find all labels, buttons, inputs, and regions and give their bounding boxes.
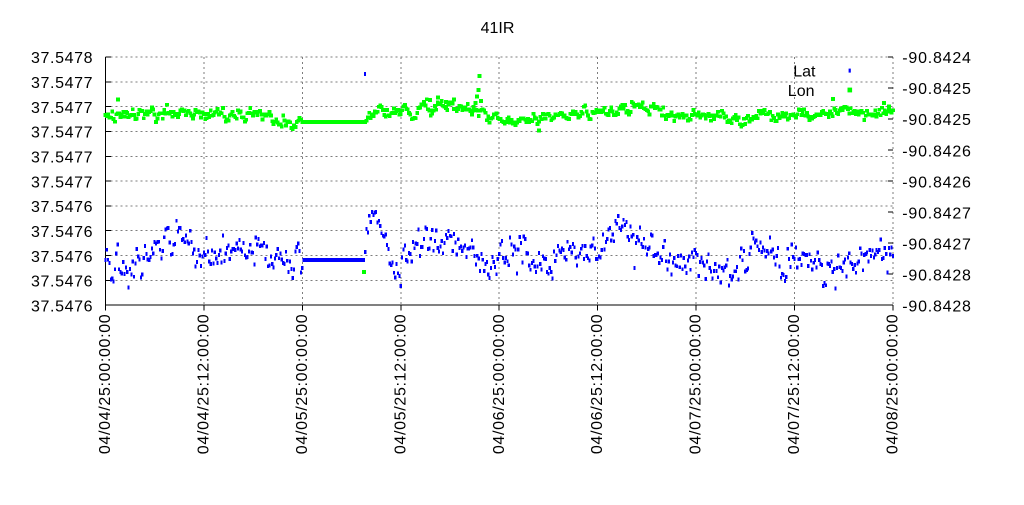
svg-text:-90.8425: -90.8425 <box>902 112 971 129</box>
svg-text:37.5476: 37.5476 <box>31 199 93 216</box>
svg-text:37.5476: 37.5476 <box>31 274 93 291</box>
svg-text:-90.8427: -90.8427 <box>902 205 971 222</box>
svg-text:37.5476: 37.5476 <box>31 249 93 266</box>
svg-text:37.5476: 37.5476 <box>31 224 93 241</box>
svg-text:04/06/25:12:00:00: 04/06/25:12:00:00 <box>589 314 606 455</box>
svg-text:41IR: 41IR <box>481 20 515 37</box>
svg-text:37.5478: 37.5478 <box>31 50 93 67</box>
svg-text:-90.8426: -90.8426 <box>902 174 971 191</box>
svg-text:Lat: Lat <box>793 64 816 81</box>
svg-text:37.5477: 37.5477 <box>31 125 93 142</box>
svg-text:04/08/25:00:00:00: 04/08/25:00:00:00 <box>885 314 902 455</box>
svg-text:37.5477: 37.5477 <box>31 100 93 117</box>
svg-text:04/07/25:12:00:00: 04/07/25:12:00:00 <box>786 314 803 455</box>
svg-text:-90.8426: -90.8426 <box>902 143 971 160</box>
svg-text:04/04/25:12:00:00: 04/04/25:12:00:00 <box>195 314 212 455</box>
svg-text:04/05/25:12:00:00: 04/05/25:12:00:00 <box>392 314 409 455</box>
svg-text:04/06/25:00:00:00: 04/06/25:00:00:00 <box>491 314 508 455</box>
svg-text:37.5477: 37.5477 <box>31 174 93 191</box>
svg-text:04/07/25:00:00:00: 04/07/25:00:00:00 <box>688 314 705 455</box>
svg-text:Lon: Lon <box>788 83 815 100</box>
svg-text:04/04/25:00:00:00: 04/04/25:00:00:00 <box>97 314 114 455</box>
svg-text:04/05/25:00:00:00: 04/05/25:00:00:00 <box>294 314 311 455</box>
svg-text:-90.8428: -90.8428 <box>902 298 971 315</box>
svg-text:-90.8424: -90.8424 <box>902 50 971 67</box>
svg-text:-90.8428: -90.8428 <box>902 267 971 284</box>
svg-text:37.5476: 37.5476 <box>31 298 93 315</box>
svg-text:-90.8427: -90.8427 <box>902 236 971 253</box>
svg-text:37.5477: 37.5477 <box>31 150 93 167</box>
svg-text:-90.8425: -90.8425 <box>902 81 971 98</box>
svg-text:37.5477: 37.5477 <box>31 75 93 92</box>
